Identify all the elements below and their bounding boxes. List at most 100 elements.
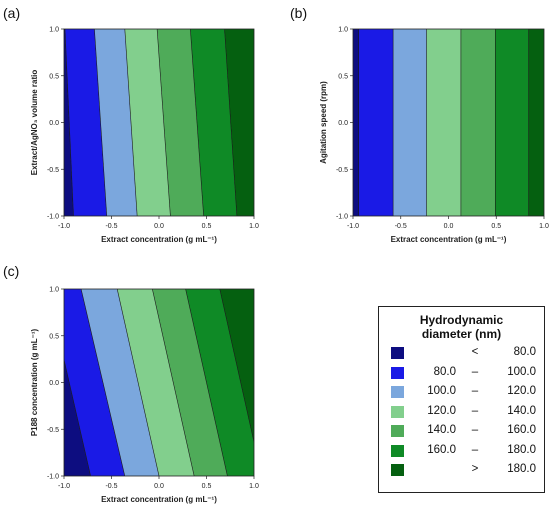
plot-panel-3: -1.0 -0.5 0.0 0.5 1.0 -1.0 -0.5 0.0 0.5 1.0 Extrac… — [30, 287, 259, 505]
contour-band-7 — [224, 29, 254, 216]
contour-band-4 — [117, 289, 195, 476]
x-tick-label: 0.0 — [154, 483, 164, 490]
legend-range-high: 180.0 — [507, 443, 536, 456]
x-axis-label: Extract concentration (g mL⁻¹) — [101, 235, 217, 244]
contour-band-2 — [64, 289, 125, 476]
x-tick-label: -0.5 — [105, 483, 117, 490]
contour-line-1 — [64, 358, 91, 476]
contour-band-3 — [81, 289, 159, 476]
legend-range-low: 80.0 — [433, 365, 456, 378]
contour-bands — [64, 29, 254, 216]
legend-separator: < — [471, 346, 479, 358]
legend-entry-1: <80.0 — [391, 346, 541, 359]
x-tick-label: 0.0 — [154, 223, 164, 230]
legend-range-low: 140.0 — [427, 424, 456, 436]
legend-range-high: 120.0 — [507, 385, 536, 397]
y-tick-label: -0.5 — [47, 167, 59, 174]
x-tick-label: 0.5 — [491, 223, 501, 230]
y-axis-label: Agitation speed (rpm) — [319, 81, 328, 164]
legend-swatch — [391, 405, 404, 418]
y-axis-label: P188 concentration (g mL⁻¹) — [30, 328, 39, 436]
legend-range-high: 160.0 — [507, 424, 536, 436]
panel-label-a: (a) — [3, 5, 21, 21]
legend-range-high: 100.0 — [507, 365, 536, 378]
legend-swatch — [391, 366, 404, 379]
legend-title-line2: diameter (nm) — [421, 327, 502, 341]
legend-entry-3: 100.0 – 120.0 — [391, 385, 541, 398]
legend-entry-6: 160.0 – 180.0 — [391, 443, 541, 457]
contour-band-7 — [528, 29, 544, 216]
y-tick-label: -1.0 — [47, 214, 59, 221]
contour-line-6 — [224, 29, 238, 216]
legend-separator: – — [471, 404, 479, 417]
x-tick-label: 0.5 — [202, 223, 212, 230]
panel-label-c: (c) — [3, 263, 20, 279]
y-tick-label: 1.0 — [49, 287, 59, 294]
x-tick-label: -0.5 — [395, 223, 407, 230]
legend-range-low: 160.0 — [427, 443, 456, 456]
x-tick-label: 1.0 — [539, 223, 549, 230]
x-tick-label: -1.0 — [58, 223, 70, 230]
y-tick-label: -1.0 — [47, 474, 59, 481]
contour-line-5 — [190, 29, 204, 216]
legend-swatch — [391, 386, 404, 398]
contour-band-3 — [94, 29, 138, 216]
legend-separator: – — [471, 365, 479, 378]
contour-band-6 — [185, 289, 254, 476]
contour-band-5 — [460, 29, 496, 216]
y-tick-label: 0.0 — [49, 380, 59, 387]
y-tick-label: -1.0 — [336, 214, 348, 221]
x-axis-label: Extract concentration (g mL⁻¹) — [101, 495, 217, 504]
y-tick-label: 0.0 — [338, 120, 348, 127]
plot-panel-1: -1.0 -0.5 0.0 0.5 1.0 -1.0 -0.5 0.0 0.5 1.0 Extrac… — [30, 27, 259, 245]
contour-bands — [353, 29, 544, 216]
legend-title: Hydrodynamic diameter (nm) — [379, 313, 544, 341]
contour-band-6 — [495, 29, 529, 216]
contour-bands — [64, 289, 254, 476]
contour-line-3 — [116, 289, 160, 476]
legend-swatch — [391, 425, 404, 437]
contour-band-1 — [353, 29, 359, 216]
legend-entry-4: 120.0 – 140.0 — [391, 404, 541, 418]
contour-line-2 — [94, 29, 108, 216]
x-tick-label: 0.0 — [444, 223, 454, 230]
x-tick-label: 0.5 — [202, 483, 212, 490]
x-tick-label: 1.0 — [249, 483, 259, 490]
legend: Hydrodynamic diameter (nm) <80.0 80.0–100… — [378, 306, 545, 493]
legend-entry-2: 80.0 – 100.0 — [391, 365, 541, 379]
panel-label-b: (b) — [290, 5, 308, 21]
contour-line-3 — [124, 29, 138, 216]
contour-line-1 — [64, 29, 74, 216]
y-tick-label: 1.0 — [49, 27, 59, 34]
y-tick-label: -0.5 — [336, 167, 348, 174]
legend-swatch — [391, 464, 404, 476]
y-tick-label: 0.5 — [338, 73, 348, 80]
legend-swatch — [391, 444, 404, 457]
y-tick-label: -0.5 — [47, 427, 59, 434]
legend-range-low: 100.0 — [427, 385, 456, 397]
legend-separator: – — [471, 385, 479, 397]
legend-separator: > — [471, 463, 479, 475]
y-tick-label: 0.0 — [49, 120, 59, 127]
contour-band-6 — [190, 29, 237, 216]
contour-band-4 — [426, 29, 461, 216]
x-axis-label: Extract concentration (g mL⁻¹) — [391, 235, 507, 244]
contour-line-6 — [219, 289, 254, 444]
x-tick-label: -1.0 — [347, 223, 359, 230]
contour-band-4 — [124, 29, 171, 216]
legend-range-low: 120.0 — [427, 404, 456, 417]
legend-title-line1: Hydrodynamic — [419, 313, 504, 327]
legend-separator: – — [471, 443, 479, 456]
y-axis-label: Extract/AgNO₃ volume ratio — [30, 70, 39, 176]
legend-entry-5: 140.0 – 160.0 — [391, 424, 541, 437]
contour-line-4 — [156, 29, 171, 216]
legend-range-high: 180.0 — [507, 463, 536, 475]
y-tick-label: 0.5 — [49, 73, 59, 80]
x-tick-label: -1.0 — [58, 483, 70, 490]
contour-band-2 — [64, 29, 107, 216]
contour-band-5 — [157, 29, 204, 216]
plot-panel-2: -1.0 -0.5 0.0 0.5 1.0 -1.0 -0.5 0.0 0.5 1.0 Extrac… — [319, 27, 549, 245]
y-tick-label: 1.0 — [338, 27, 348, 34]
contour-line-4 — [152, 289, 195, 476]
